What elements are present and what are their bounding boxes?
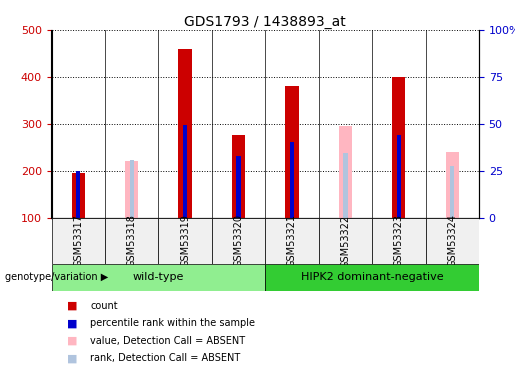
Bar (450, 166, 454, 218)
Bar (76, 171, 80, 217)
Text: ■: ■ (67, 318, 77, 328)
Bar (285, 86, 299, 218)
Bar (425, 217, 479, 264)
Bar (265, 217, 319, 264)
Bar (445, 152, 459, 217)
Text: genotype/variation ▶: genotype/variation ▶ (5, 273, 108, 282)
Bar (392, 77, 405, 218)
Text: ■: ■ (67, 354, 77, 363)
Text: ■: ■ (67, 301, 77, 310)
Text: GSM53322: GSM53322 (340, 214, 350, 267)
Bar (339, 126, 352, 218)
Bar (343, 153, 348, 218)
Bar (183, 125, 187, 218)
Bar (52, 264, 265, 291)
Title: GDS1793 / 1438893_at: GDS1793 / 1438893_at (184, 15, 346, 29)
Bar (178, 49, 192, 217)
Bar (52, 217, 105, 264)
Bar (212, 217, 265, 264)
Bar (236, 156, 241, 218)
Text: GSM53320: GSM53320 (233, 214, 244, 267)
Text: GSM53321: GSM53321 (287, 214, 297, 267)
Text: percentile rank within the sample: percentile rank within the sample (90, 318, 255, 328)
Text: GSM53318: GSM53318 (127, 214, 136, 267)
Bar (125, 161, 139, 218)
Bar (105, 217, 159, 264)
Bar (72, 173, 85, 217)
Text: GSM53323: GSM53323 (394, 214, 404, 267)
Text: count: count (90, 301, 118, 310)
Text: value, Detection Call = ABSENT: value, Detection Call = ABSENT (90, 336, 245, 346)
Text: rank, Detection Call = ABSENT: rank, Detection Call = ABSENT (90, 354, 241, 363)
Bar (265, 264, 479, 291)
Bar (290, 142, 294, 218)
Bar (372, 217, 425, 264)
Bar (450, 166, 454, 218)
Text: ■: ■ (67, 336, 77, 346)
Bar (232, 135, 245, 218)
Bar (129, 160, 134, 218)
Text: wild-type: wild-type (133, 273, 184, 282)
Bar (397, 135, 401, 218)
Bar (319, 217, 372, 264)
Bar (159, 217, 212, 264)
Text: HIPK2 dominant-negative: HIPK2 dominant-negative (301, 273, 443, 282)
Text: GSM53319: GSM53319 (180, 214, 190, 267)
Text: GSM53317: GSM53317 (73, 214, 83, 267)
Text: GSM53324: GSM53324 (447, 214, 457, 267)
